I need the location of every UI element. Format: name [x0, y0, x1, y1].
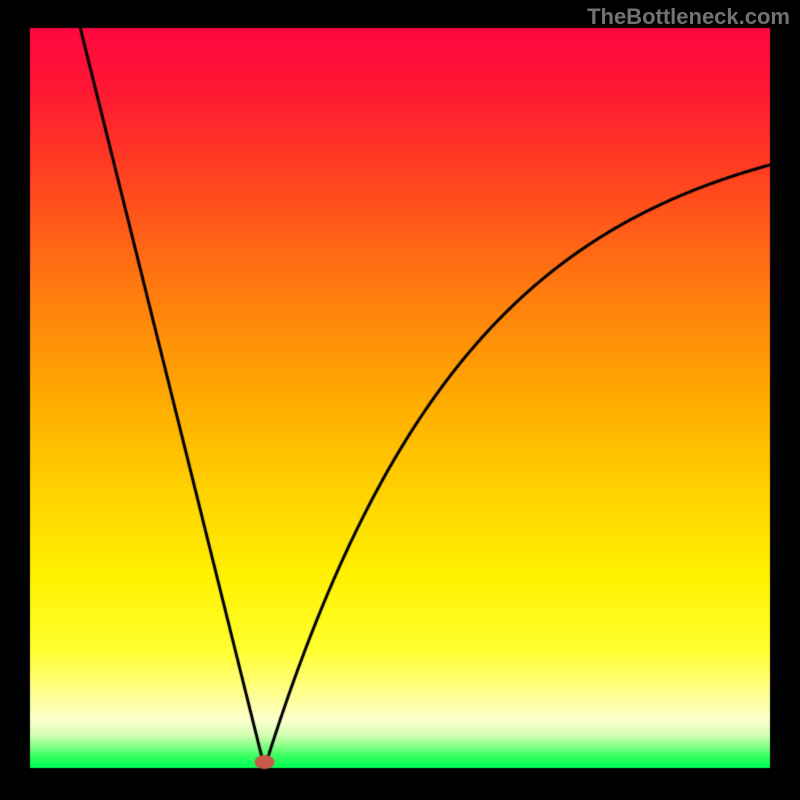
chart-canvas — [0, 0, 800, 800]
watermark-text: TheBottleneck.com — [587, 4, 790, 30]
